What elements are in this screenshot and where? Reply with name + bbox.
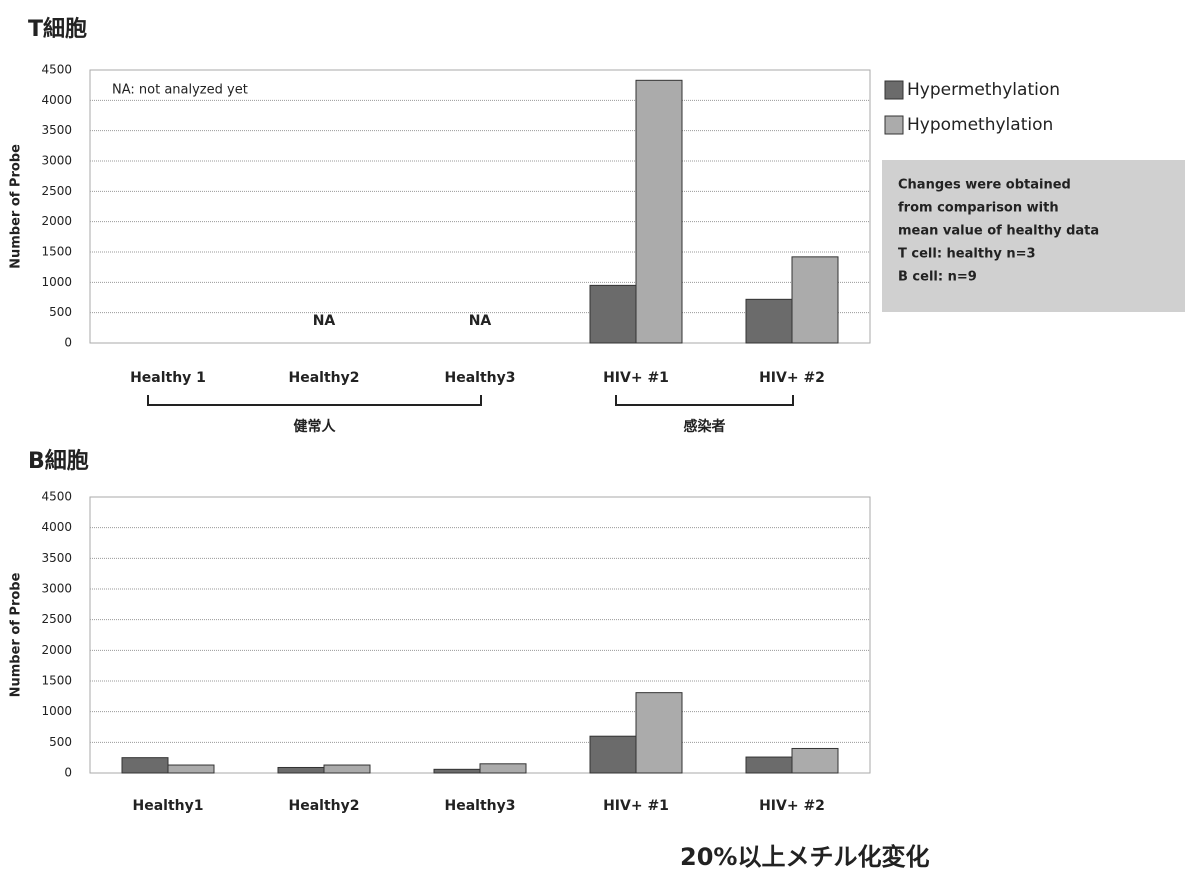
legend-label: Hypermethylation [907,80,1060,100]
chart-title: T細胞 [28,16,87,42]
y-tick-label: 1000 [41,275,72,289]
bar [589,284,637,344]
group-label: 感染者 [684,418,726,435]
y-tick-label: 2000 [41,643,72,657]
y-tick-label: 1000 [41,704,72,718]
x-tick-label: HIV+ #2 [759,798,825,814]
y-tick-label: 500 [49,735,72,749]
y-tick-label: 2500 [41,184,72,198]
bar [323,764,371,774]
footnote: 20%以上メチル化変化 [680,843,929,871]
y-tick-label: 2500 [41,612,72,626]
bar [635,692,683,774]
x-tick-label: HIV+ #1 [603,798,669,814]
bracket [615,395,794,406]
y-tick-label: 4000 [41,520,72,534]
bar [167,764,215,774]
y-tick-label: 3500 [41,551,72,565]
note-line: from comparison with [898,201,1059,216]
y-tick-label: 1500 [41,674,72,688]
bracket [147,395,482,406]
legend-swatch [884,80,904,100]
bar [277,766,325,774]
note-line: T cell: healthy n=3 [898,247,1036,262]
na-label: NA [313,313,336,329]
y-tick-label: 4000 [41,93,72,107]
bar [479,763,527,774]
note-line: Changes were obtained [898,178,1071,193]
x-tick-label: HIV+ #2 [759,370,825,386]
y-tick-label: 2000 [41,214,72,228]
x-tick-label: HIV+ #1 [603,370,669,386]
y-tick-label: 500 [49,305,72,319]
y-tick-label: 0 [64,336,72,350]
y-tick-label: 3500 [41,123,72,137]
y-axis-label: Number of Probe [9,572,24,697]
y-tick-label: 0 [64,766,72,780]
bar [791,256,839,344]
y-tick-label: 3000 [41,154,72,168]
legend-swatch [884,115,904,135]
plot-frame [89,496,871,774]
na-label: NA [469,313,492,329]
plot-frame [89,69,871,344]
x-tick-label: Healthy2 [289,370,360,386]
bar [791,747,839,774]
y-tick-label: 1500 [41,245,72,259]
bar [121,757,169,774]
note-line: mean value of healthy data [898,224,1099,239]
note: NA: not analyzed yet [112,83,248,98]
bar [589,735,637,774]
note-box [882,160,1185,312]
chart-title: B細胞 [28,448,89,474]
x-tick-label: Healthy1 [133,798,204,814]
bar [745,298,793,344]
y-axis-label: Number of Probe [9,144,24,269]
bar [433,768,481,774]
y-tick-label: 3000 [41,582,72,596]
y-tick-label: 4500 [41,490,72,504]
y-tick-label: 4500 [41,63,72,77]
x-tick-label: Healthy3 [445,370,516,386]
legend-label: Hypomethylation [907,115,1053,135]
x-tick-label: Healthy3 [445,798,516,814]
note-line: B cell: n=9 [898,270,977,285]
bar [635,79,683,344]
group-label: 健常人 [294,418,337,435]
x-tick-label: Healthy2 [289,798,360,814]
bar [745,756,793,774]
x-tick-label: Healthy 1 [130,370,206,386]
